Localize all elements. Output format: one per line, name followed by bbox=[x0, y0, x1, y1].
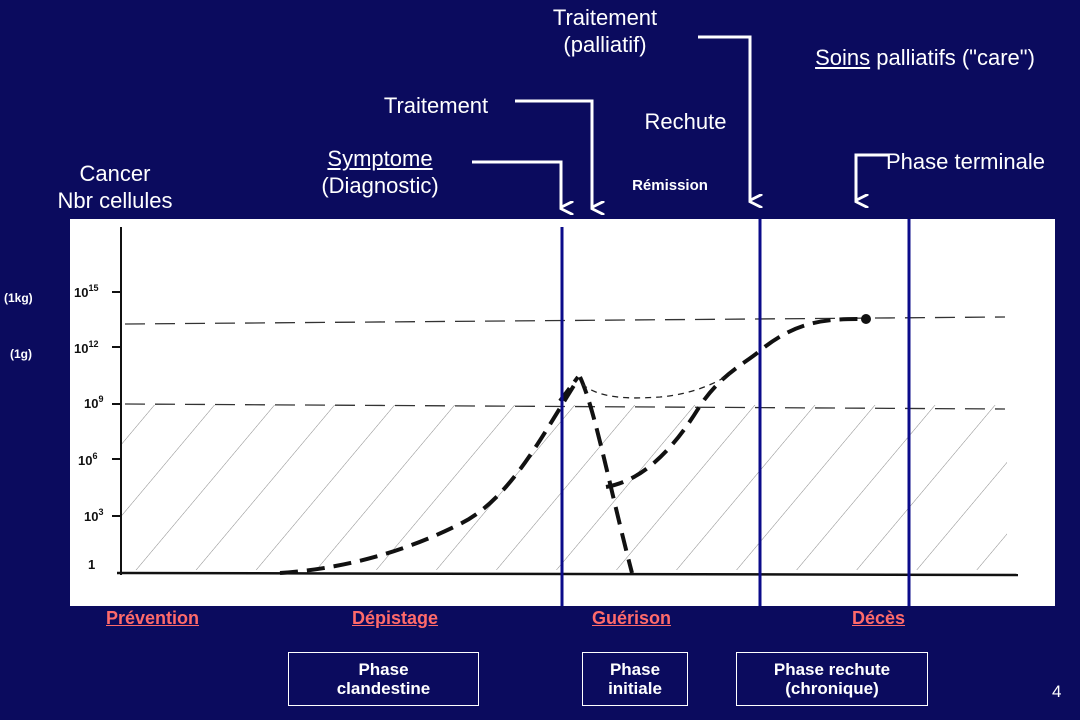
traitement-palliatif-line1: Traitement bbox=[552, 5, 658, 30]
phase-initiale-box: Phase initiale bbox=[582, 652, 688, 706]
x-axis-line bbox=[116, 571, 1019, 577]
deces-label: Décès bbox=[852, 608, 906, 628]
traitement-palliatif-line2: (palliatif) bbox=[563, 32, 647, 57]
phase-rechute-box: Phase rechute (chronique) bbox=[736, 652, 928, 706]
chart-svg: 1015 1012 109 106 103 1 bbox=[74, 219, 1019, 606]
page-number: 4 bbox=[1052, 682, 1062, 701]
annotation-arrows bbox=[472, 35, 888, 220]
depistage-label: Dépistage bbox=[352, 608, 439, 628]
soins-word: Soins bbox=[815, 45, 871, 70]
plateau-curve bbox=[581, 373, 731, 399]
guerison-label: Guérison bbox=[592, 608, 672, 628]
y-axis-title-line1: Cancer bbox=[79, 161, 151, 186]
mass-label-1kg: (1kg) bbox=[4, 291, 33, 305]
prevention-label: Prévention bbox=[106, 608, 200, 628]
threshold-line-1g bbox=[124, 316, 1006, 325]
soins-rest: palliatifs ("care") bbox=[870, 45, 1035, 70]
rechute-label: Rechute bbox=[644, 109, 727, 134]
tick-label-1e15: 1015 bbox=[74, 283, 98, 300]
hatched-zone bbox=[122, 405, 1007, 570]
y-ticks bbox=[112, 291, 121, 517]
remission-label: Rémission bbox=[632, 177, 708, 194]
tick-label-1e3: 103 bbox=[84, 507, 103, 524]
terminale-arrow bbox=[854, 153, 888, 201]
tick-label-1e12: 1012 bbox=[74, 339, 98, 356]
tick-label-1: 1 bbox=[88, 557, 95, 572]
tick-label-1e9: 109 bbox=[84, 394, 103, 411]
phase-clandestine-box: Phase clandestine bbox=[288, 652, 479, 706]
mass-label-1g: (1g) bbox=[10, 347, 32, 361]
traitement-label: Traitement bbox=[383, 93, 489, 118]
traitement-palliatif-label: Traitement (palliatif) bbox=[530, 4, 680, 58]
cure-curve bbox=[578, 376, 634, 574]
relapse-curve bbox=[605, 317, 866, 489]
traitement-arrow bbox=[515, 99, 592, 208]
phase-terminale-label: Phase terminale bbox=[886, 149, 1045, 174]
y-axis-title: Cancer Nbr cellules bbox=[30, 160, 200, 214]
threshold-line-detection bbox=[124, 403, 1006, 410]
palliatif-arrow bbox=[698, 35, 750, 201]
diagnostic-text: (Diagnostic) bbox=[321, 173, 439, 198]
soins-palliatifs-label: Soins palliatifs ("care") bbox=[780, 44, 1070, 71]
chart-panel: 1015 1012 109 106 103 1 bbox=[70, 219, 1055, 606]
symptome-text: Symptome bbox=[327, 146, 433, 171]
symptome-label: Symptome (Diagnostic) bbox=[300, 145, 460, 199]
tick-label-1e6: 106 bbox=[78, 451, 97, 468]
death-point bbox=[861, 314, 871, 324]
symptome-arrow bbox=[472, 160, 561, 208]
y-axis-title-line2: Nbr cellules bbox=[57, 188, 173, 213]
tumor-growth-curve bbox=[279, 377, 580, 575]
